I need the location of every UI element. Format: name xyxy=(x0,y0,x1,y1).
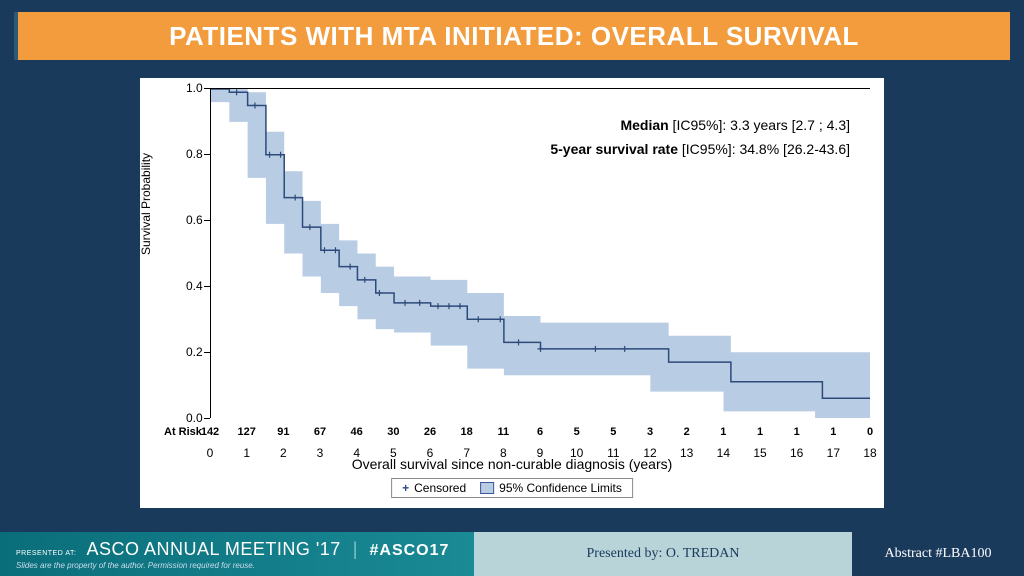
median-label: Median xyxy=(620,117,668,133)
at-risk-value: 5 xyxy=(610,426,616,438)
ci-band xyxy=(211,89,870,418)
plus-icon: + xyxy=(402,481,409,495)
ci-swatch-icon xyxy=(480,482,494,494)
slide-footer: PRESENTED AT: ASCO ANNUAL MEETING '17 | … xyxy=(0,532,1024,576)
at-risk-value: 1 xyxy=(720,426,726,438)
x-axis-label: Overall survival since non-curable diagn… xyxy=(140,456,884,472)
presented-at-label: PRESENTED AT: xyxy=(16,550,76,557)
fiveyr-annotation: 5-year survival rate [IC95%]: 34.8% [26.… xyxy=(550,141,850,157)
plot-area: Median [IC95%]: 3.3 years [2.7 ; 4.3] 5-… xyxy=(210,88,870,418)
at-risk-value: 67 xyxy=(314,426,326,438)
chart-container: Survival Probability Median [IC95%]: 3.3… xyxy=(140,78,884,508)
at-risk-value: 30 xyxy=(387,426,399,438)
at-risk-value: 18 xyxy=(461,426,473,438)
at-risk-value: 5 xyxy=(574,426,580,438)
at-risk-value: 1 xyxy=(830,426,836,438)
presented-by: Presented by: O. TREDAN xyxy=(587,546,740,562)
slide-title: PATIENTS WITH MTA INITIATED: OVERALL SUR… xyxy=(169,21,859,52)
at-risk-value: 11 xyxy=(498,426,510,438)
legend-censored: + Censored xyxy=(402,481,466,495)
km-curve-svg xyxy=(211,89,870,418)
y-tick: 0.2 xyxy=(186,345,203,359)
footer-abstract: Abstract #LBA100 xyxy=(852,532,1024,576)
y-tick: 0.6 xyxy=(186,213,203,227)
at-risk-value: 1 xyxy=(757,426,763,438)
at-risk-label: At Risk xyxy=(164,426,202,438)
y-tick: 0.0 xyxy=(186,411,203,425)
chart-legend: + Censored 95% Confidence Limits xyxy=(391,478,633,498)
abstract-number: Abstract #LBA100 xyxy=(885,546,992,562)
footer-left: PRESENTED AT: ASCO ANNUAL MEETING '17 | … xyxy=(0,532,474,576)
at-risk-value: 1 xyxy=(794,426,800,438)
meeting-name: ASCO ANNUAL MEETING '17 xyxy=(86,539,340,560)
y-tick: 0.4 xyxy=(186,279,203,293)
slide-title-bar: PATIENTS WITH MTA INITIATED: OVERALL SUR… xyxy=(14,12,1010,60)
median-annotation: Median [IC95%]: 3.3 years [2.7 ; 4.3] xyxy=(620,117,850,133)
legend-ci-label: 95% Confidence Limits xyxy=(499,481,622,495)
separator-icon: | xyxy=(353,539,358,560)
at-risk-value: 26 xyxy=(424,426,436,438)
at-risk-value: 91 xyxy=(277,426,289,438)
at-risk-value: 46 xyxy=(351,426,363,438)
hashtag: #ASCO17 xyxy=(369,542,449,560)
at-risk-value: 6 xyxy=(537,426,543,438)
legend-censored-label: Censored xyxy=(414,481,466,495)
y-tick: 1.0 xyxy=(186,81,203,95)
at-risk-value: 142 xyxy=(201,426,219,438)
footer-presenter: Presented by: O. TREDAN xyxy=(474,532,852,576)
median-value: [IC95%]: 3.3 years [2.7 ; 4.3] xyxy=(669,117,850,133)
fiveyr-label: 5-year survival rate xyxy=(550,141,678,157)
y-axis-label: Survival Probability xyxy=(139,153,153,255)
y-tick: 0.8 xyxy=(186,147,203,161)
at-risk-value: 127 xyxy=(237,426,255,438)
at-risk-value: 2 xyxy=(684,426,690,438)
at-risk-value: 3 xyxy=(647,426,653,438)
disclaimer: Slides are the property of the author. P… xyxy=(16,561,474,570)
at-risk-value: 0 xyxy=(867,426,873,438)
fiveyr-value: [IC95%]: 34.8% [26.2-43.6] xyxy=(678,141,850,157)
legend-ci: 95% Confidence Limits xyxy=(480,481,622,495)
